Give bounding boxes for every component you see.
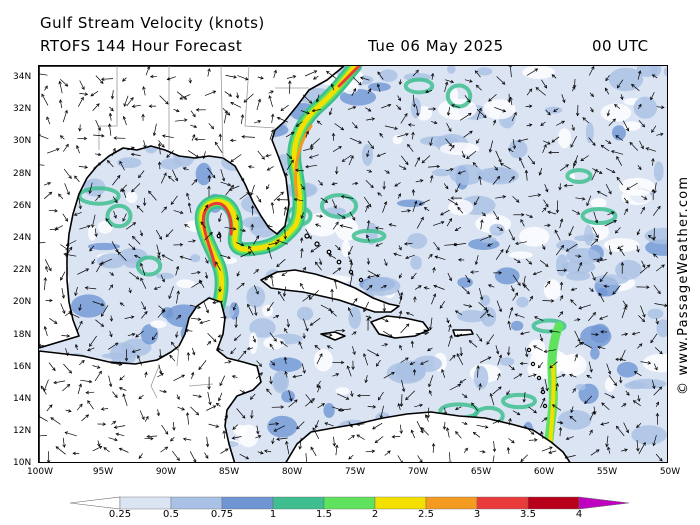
small-islands: [216, 233, 548, 409]
latitude-label: 32N: [13, 104, 32, 115]
longitude-label: 65W: [470, 467, 492, 477]
colorbar-segment: [476, 496, 529, 510]
colorbar-segment: [119, 496, 172, 510]
colorbar-label: 4: [575, 509, 583, 520]
latitude-label: 16N: [13, 361, 32, 372]
land-cuba: [260, 269, 400, 313]
colorbar-label: 2: [371, 509, 379, 520]
colorbar-max-arrow: [578, 496, 630, 510]
land-jamaica: [320, 331, 346, 341]
colorbar-label: 1.5: [316, 509, 332, 520]
latitude-label: 28N: [13, 168, 32, 179]
longitude-label: 85W: [218, 467, 240, 477]
colorbar-label: 1: [269, 509, 277, 520]
credit-watermark: © www.PassageWeather.com: [676, 175, 691, 395]
land-central-america: [39, 297, 262, 462]
colorbar-segment: [527, 496, 580, 510]
forecast-time: 00 UTC: [592, 37, 649, 55]
forecast-date: Tue 06 May 2025: [368, 37, 504, 55]
map-panel: [38, 65, 668, 463]
colorbar-segment: [272, 496, 325, 510]
colorbar-label: 3: [473, 509, 481, 520]
latitude-label: 18N: [13, 329, 32, 340]
latitude-label: 26N: [13, 200, 32, 211]
latitude-label: 34N: [13, 72, 32, 82]
colorbar-segment: [323, 496, 376, 510]
colorbar-segment: [170, 496, 223, 510]
colorbar-label: 0.75: [210, 509, 234, 520]
colorbar-label: 0.5: [163, 509, 179, 520]
map-title: Gulf Stream Velocity (knots): [40, 14, 265, 32]
longitude-label: 95W: [92, 467, 114, 477]
colorbar-label: 0.25: [108, 509, 132, 520]
colorbar-segment: [221, 496, 274, 510]
colorbar-label: 2.5: [418, 509, 434, 520]
model-label: RTOFS 144 Hour Forecast: [40, 37, 243, 55]
longitude-label: 55W: [596, 467, 618, 477]
colorbar-label: 3.5: [520, 509, 536, 520]
colorbar-min-arrow: [69, 496, 121, 510]
latitude-label: 14N: [13, 394, 32, 404]
longitude-label: 80W: [281, 467, 303, 477]
longitude-label: 75W: [344, 467, 366, 477]
latitude-label: 24N: [13, 233, 32, 243]
latitude-label: 22N: [13, 265, 32, 276]
longitude-label: 60W: [533, 467, 555, 477]
land-masses: [39, 66, 571, 462]
longitude-label: 70W: [407, 467, 429, 477]
longitude-label: 90W: [155, 467, 177, 477]
latitude-label: 30N: [13, 136, 32, 147]
latitude-label: 10N: [13, 458, 32, 469]
colorbar-segment: [374, 496, 427, 510]
velocity-colorbar: [69, 496, 630, 510]
land-puerto-rico: [452, 329, 474, 337]
longitude-label: 50W: [659, 467, 681, 477]
velocity-arrows: [39, 66, 667, 462]
current-map: [39, 66, 667, 462]
latitude-label: 12N: [13, 426, 32, 437]
colorbar-segment: [425, 496, 478, 510]
longitude-label: 100W: [26, 467, 54, 477]
latitude-label: 20N: [13, 297, 32, 308]
